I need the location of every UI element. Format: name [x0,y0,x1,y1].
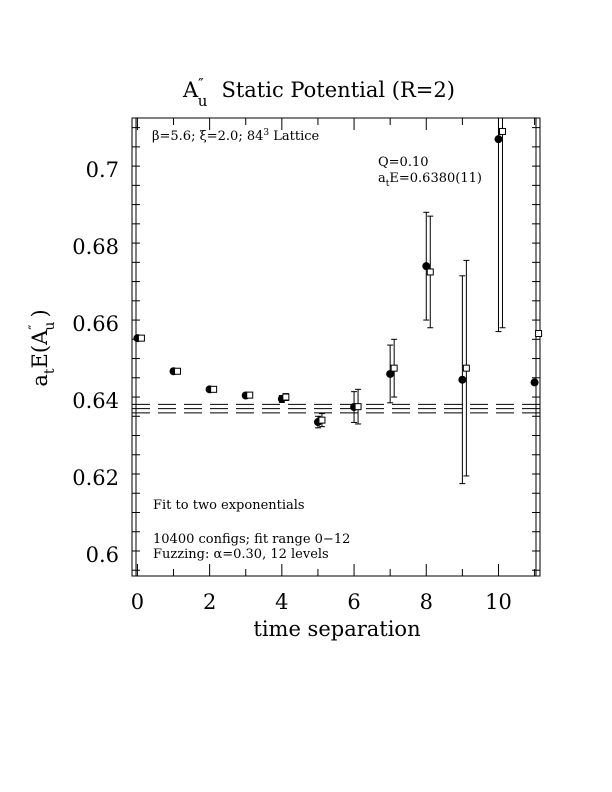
data-point-square [137,334,145,342]
y-tick-label: 0.62 [72,466,119,490]
y-tick-label: 0.68 [72,235,119,259]
ylabel-prefix: a [28,374,52,387]
data-point-square [462,364,470,372]
x-tick-label: 0 [131,590,144,614]
x-tick-label: 10 [485,590,512,614]
fit-method-annotation: Fit to two exponentials [153,498,305,513]
data-point-circle [422,262,431,271]
y-tick-label: 0.64 [72,389,119,413]
x-tick-label: 4 [275,590,288,614]
data-point-square [282,393,290,401]
lattice-suffix: Lattice [269,129,319,144]
lattice-annotation: β=5.6; ξ=2.0; 843 Lattice [152,128,320,144]
data-point-circle [530,378,539,387]
lattice-prefix: β=5.6; ξ=2.0; 84 [152,129,263,144]
ylabel-prime: ″ [27,325,43,330]
y-tick-label: 0.7 [86,158,119,182]
ylabel-sub2: u [42,322,58,331]
plot-border [131,117,541,577]
energy-prefix: a [378,171,386,186]
data-point-square [246,391,254,399]
lattice-sup: 3 [263,128,269,138]
x-tick-label: 6 [347,590,360,614]
y-axis-ticks: 0.6 0.62 0.64 0.66 0.68 0.7 [72,127,540,571]
data-point-square [174,367,182,375]
chart-title: A″ u Static Potential (R=2) [182,75,455,110]
x-axis-ticks: 0 2 4 6 8 10 [131,118,536,614]
data-marks [133,118,543,485]
plot-frame [131,117,541,577]
y-tick-label: 0.6 [86,543,119,567]
energy-annotation: atE=0.6380(11) [378,171,482,189]
data-point-square [210,385,218,393]
data-point-circle [458,375,467,384]
energy-sub: t [386,179,390,189]
ylabel-sub: t [42,368,58,374]
y-axis-label: atE(A″u) [27,309,58,386]
data-point-square [318,416,326,424]
data-point-square [535,330,543,338]
x-tick-label: 8 [420,590,433,614]
title-main: A [182,78,199,102]
data-point-circle [494,135,503,144]
x-axis-label: time separation [253,617,420,641]
y-tick-label: 0.66 [72,312,119,336]
data-point-square [390,364,398,372]
title-sub: u [198,92,208,110]
fit-band [132,403,540,414]
data-point-square [354,403,362,411]
q-value-annotation: Q=0.10 [378,155,429,170]
fuzzing-annotation: Fuzzing: α=0.30, 12 levels [153,547,329,562]
x-tick-label: 2 [203,590,216,614]
energy-rest: E=0.6380(11) [389,171,482,186]
ylabel-end: ) [28,309,52,317]
data-point-circle [386,369,395,378]
configs-annotation: 10400 configs; fit range 0−12 [153,532,350,547]
ylabel-mid: E(A [28,329,52,369]
title-prime: ″ [198,75,204,93]
data-point-square [426,268,434,276]
title-rest: Static Potential (R=2) [221,78,454,102]
data-point-square [498,127,506,135]
